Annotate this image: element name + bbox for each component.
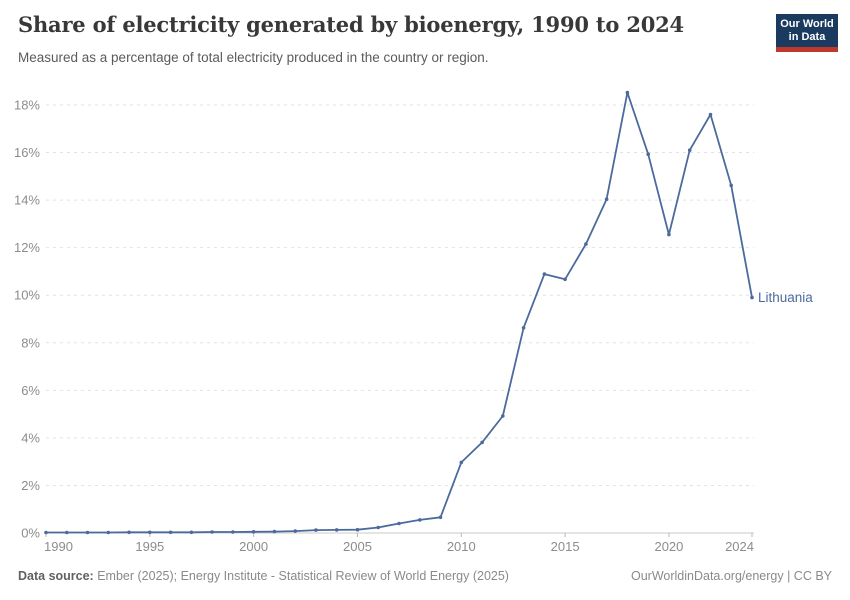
y-axis-labels: 0% 2% 4% 6% 8% 10% 12% 14% 16% 18% <box>14 98 40 541</box>
x-tick-label: 2020 <box>654 539 683 554</box>
data-point[interactable] <box>189 530 194 535</box>
data-point[interactable] <box>667 232 671 237</box>
x-axis: 1990 1995 2000 2005 2010 2015 2020 2024 <box>44 533 754 554</box>
series-label[interactable]: Lithuania <box>758 290 813 305</box>
data-point[interactable] <box>85 530 90 535</box>
y-tick-label: 10% <box>14 288 40 303</box>
data-point[interactable] <box>708 112 713 117</box>
data-point[interactable] <box>251 530 256 534</box>
footer-license[interactable]: OurWorldinData.org/energy | CC BY <box>630 569 832 583</box>
data-point[interactable] <box>625 90 630 95</box>
data-point[interactable] <box>729 183 733 188</box>
owid-logo[interactable]: Our World in Data <box>776 14 838 52</box>
data-point[interactable] <box>314 528 318 532</box>
data-point[interactable] <box>65 530 69 535</box>
y-tick-label: 4% <box>21 430 40 445</box>
data-point[interactable] <box>646 152 650 156</box>
data-point[interactable] <box>584 242 588 246</box>
data-series: Lithuania <box>44 90 813 535</box>
owid-logo-line1: Our World <box>780 18 834 30</box>
data-point[interactable] <box>459 460 464 465</box>
data-point[interactable] <box>604 197 609 201</box>
data-point[interactable] <box>376 525 381 530</box>
data-point[interactable] <box>501 414 505 418</box>
x-tick-label: 1990 <box>44 539 73 554</box>
gridlines <box>46 104 754 534</box>
data-point[interactable] <box>397 521 401 526</box>
x-tick-label: 2005 <box>343 539 372 554</box>
x-tick-label: 2000 <box>239 539 268 554</box>
trend-line[interactable] <box>45 91 753 534</box>
y-tick-label: 2% <box>21 478 40 493</box>
data-point[interactable] <box>750 295 754 300</box>
data-point[interactable] <box>438 515 443 520</box>
x-tick-label: 2015 <box>551 539 580 554</box>
datasource-text: Ember (2025); Energy Institute - Statist… <box>97 569 509 583</box>
data-point[interactable] <box>355 527 360 532</box>
data-point[interactable] <box>687 148 692 152</box>
data-point[interactable] <box>542 272 547 276</box>
x-tick-label: 2024 <box>725 539 754 554</box>
data-point[interactable] <box>293 529 298 533</box>
x-tick-label: 1995 <box>135 539 164 554</box>
y-tick-label: 16% <box>14 145 40 160</box>
y-tick-label: 8% <box>21 335 40 350</box>
data-point[interactable] <box>418 518 422 522</box>
data-point[interactable] <box>272 529 277 534</box>
data-point[interactable] <box>334 528 339 532</box>
data-point[interactable] <box>148 530 152 535</box>
page-title: Share of electricity generated by bioene… <box>18 12 684 37</box>
data-point[interactable] <box>210 530 214 534</box>
data-point[interactable] <box>480 440 484 445</box>
data-point[interactable] <box>44 530 48 535</box>
datasource-label: Data source: <box>18 569 94 583</box>
y-tick-label: 6% <box>21 383 40 398</box>
y-tick-label: 14% <box>14 193 40 208</box>
data-point[interactable] <box>521 326 526 330</box>
footer-datasource: Data source: Ember (2025); Energy Instit… <box>18 569 509 583</box>
y-tick-label: 18% <box>14 98 40 113</box>
data-point[interactable] <box>168 530 173 535</box>
data-point[interactable] <box>231 530 235 534</box>
data-point[interactable] <box>563 277 567 282</box>
y-tick-label: 12% <box>14 240 40 255</box>
owid-logo-line2: in Data <box>788 30 826 43</box>
data-point[interactable] <box>106 530 111 535</box>
y-tick-label: 0% <box>21 526 40 541</box>
x-tick-label: 2010 <box>447 539 476 554</box>
data-point[interactable] <box>127 530 131 535</box>
chart-subtitle: Measured as a percentage of total electr… <box>18 50 489 65</box>
